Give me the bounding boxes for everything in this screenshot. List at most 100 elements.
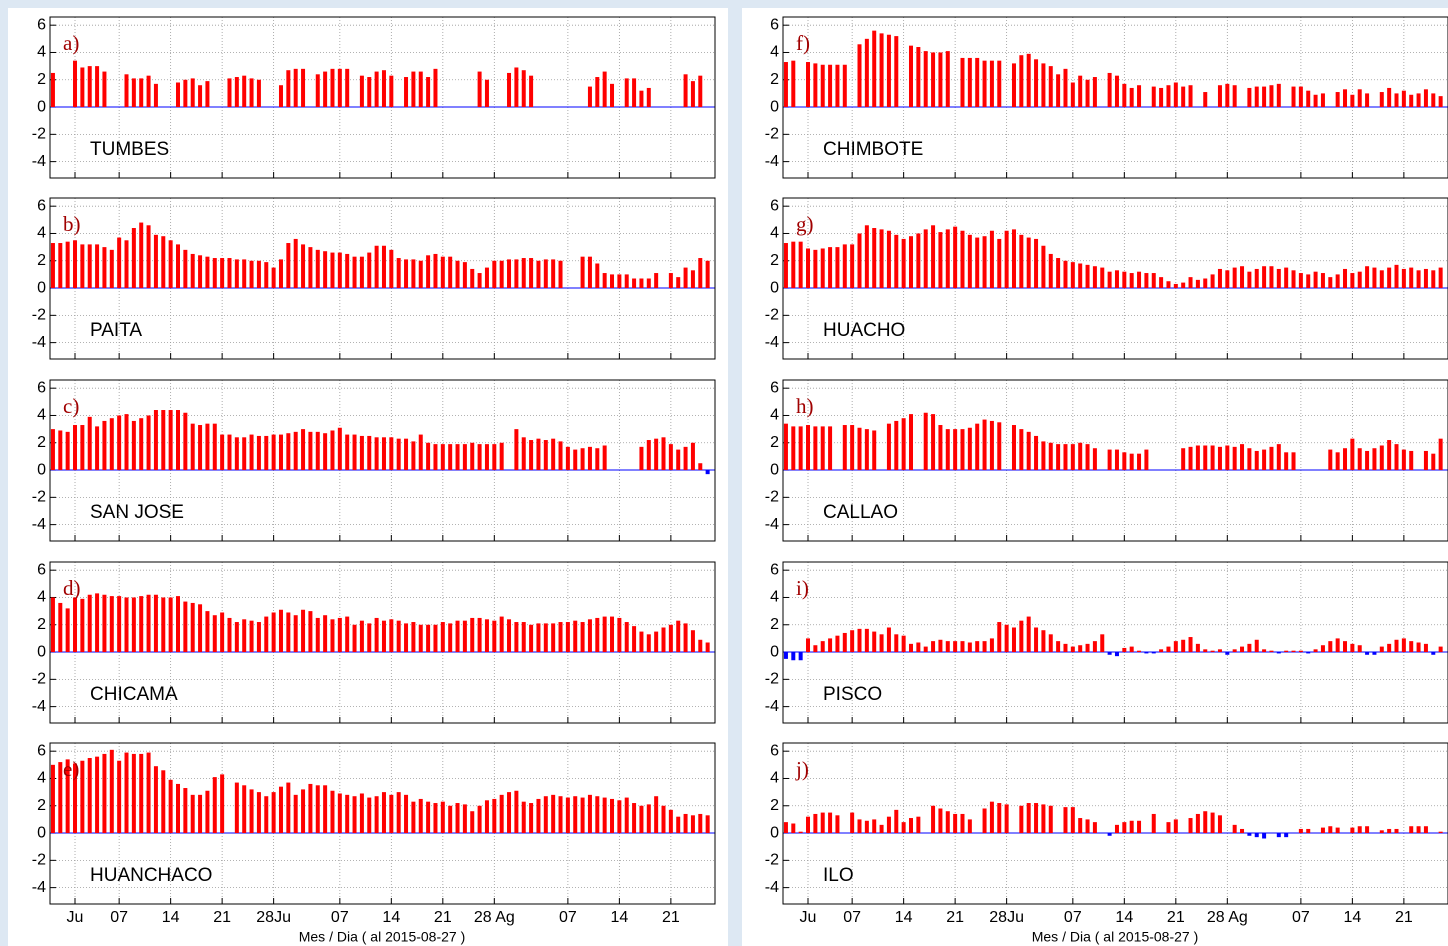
bar xyxy=(1431,93,1436,108)
bar xyxy=(1070,262,1075,289)
x-tick-label: 14 xyxy=(1115,909,1133,926)
bar xyxy=(109,749,114,834)
bar xyxy=(1431,652,1436,655)
y-tick-label: 0 xyxy=(770,98,779,115)
bar xyxy=(820,426,825,471)
bar xyxy=(945,229,950,289)
bar xyxy=(352,624,357,653)
bar xyxy=(683,446,688,471)
bar xyxy=(1291,452,1296,471)
bar xyxy=(1276,444,1281,471)
bar xyxy=(484,79,489,108)
bar xyxy=(381,620,386,653)
bar xyxy=(573,796,578,834)
bar xyxy=(131,420,136,471)
bar xyxy=(102,594,107,653)
bar xyxy=(632,278,637,289)
y-tick-label: -2 xyxy=(765,489,779,506)
bar xyxy=(1056,641,1061,653)
bar xyxy=(617,800,622,834)
bar xyxy=(1247,643,1252,653)
bar xyxy=(1188,637,1193,653)
bar xyxy=(227,258,232,289)
bar xyxy=(565,622,570,653)
x-tick-label: Ju xyxy=(67,909,84,926)
bar xyxy=(426,624,431,653)
bar xyxy=(989,420,994,471)
bar xyxy=(864,429,869,471)
bar xyxy=(1247,833,1252,836)
bar xyxy=(1034,627,1039,653)
bar xyxy=(872,228,877,289)
bar xyxy=(249,620,254,653)
bar xyxy=(908,45,913,108)
bar xyxy=(50,429,55,471)
bar xyxy=(1114,449,1119,471)
bar xyxy=(1401,449,1406,471)
bar xyxy=(293,431,298,471)
bar xyxy=(1335,827,1340,834)
x-tick-label: 28 Ag xyxy=(1207,909,1248,926)
bar xyxy=(879,33,884,108)
bar xyxy=(1195,813,1200,834)
bar xyxy=(1313,649,1318,653)
bar xyxy=(1284,267,1289,289)
plot-frame xyxy=(782,379,1448,542)
bar xyxy=(1438,96,1443,108)
bar xyxy=(1063,807,1068,834)
bar xyxy=(381,437,386,471)
bar xyxy=(426,801,431,834)
bar xyxy=(842,425,847,471)
bar xyxy=(1247,271,1252,289)
bar xyxy=(1129,820,1134,834)
bar xyxy=(65,431,70,471)
station-name: HUACHO xyxy=(823,320,905,341)
station-name: ILO xyxy=(823,865,854,886)
bar xyxy=(828,64,833,108)
bar xyxy=(872,30,877,108)
panel-letter: g) xyxy=(796,212,814,236)
bar xyxy=(1291,86,1296,108)
bar xyxy=(1166,85,1171,108)
bar xyxy=(1048,805,1053,834)
bar xyxy=(337,617,342,653)
bar xyxy=(249,789,254,834)
bar xyxy=(1328,449,1333,471)
bar xyxy=(507,792,512,834)
bar xyxy=(1409,267,1414,289)
bar xyxy=(1423,643,1428,653)
y-tick-label: 2 xyxy=(37,616,46,633)
bar xyxy=(646,440,651,471)
bar xyxy=(1210,812,1215,834)
bar xyxy=(1011,63,1016,108)
bar xyxy=(190,423,195,471)
bar xyxy=(448,805,453,834)
bar xyxy=(477,71,482,108)
bar xyxy=(602,616,607,653)
bar xyxy=(529,440,534,471)
bar xyxy=(227,434,232,471)
y-tick-label: -4 xyxy=(765,516,779,533)
bar xyxy=(975,57,980,108)
bar xyxy=(894,234,899,289)
bar xyxy=(1019,55,1024,108)
bar xyxy=(573,620,578,653)
bar xyxy=(661,437,666,471)
bar xyxy=(916,233,921,289)
bar xyxy=(1394,639,1399,653)
bar xyxy=(315,431,320,471)
bar xyxy=(842,244,847,289)
bar xyxy=(212,777,217,834)
bar xyxy=(654,796,659,834)
bar xyxy=(514,429,519,471)
bar xyxy=(886,423,891,471)
bar xyxy=(1078,442,1083,471)
bar xyxy=(227,78,232,108)
bar xyxy=(301,429,306,471)
bar xyxy=(894,420,899,471)
bar xyxy=(168,779,173,834)
bar xyxy=(828,638,833,653)
bar xyxy=(198,604,203,653)
bar xyxy=(945,641,950,653)
bar xyxy=(175,596,180,653)
